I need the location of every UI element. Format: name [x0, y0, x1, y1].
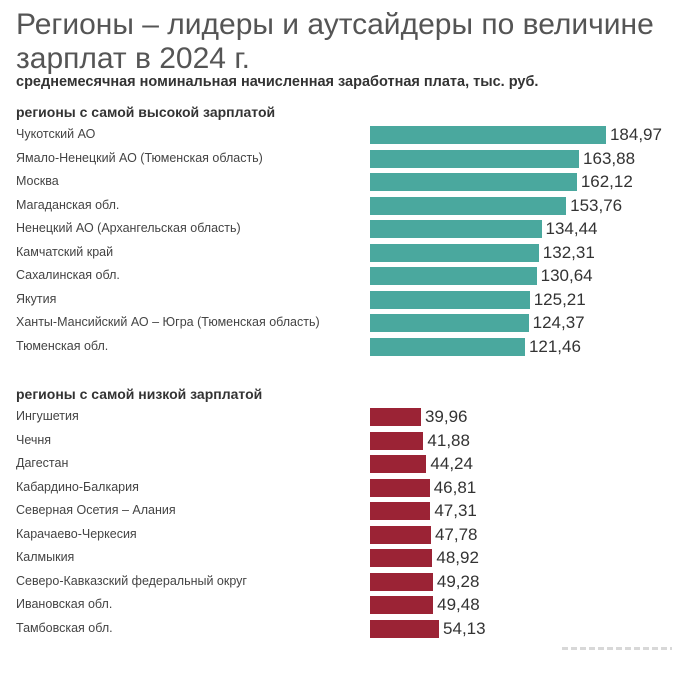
low-salary-chart: Ингушетия 39,96 Чечня 41,88 Дагестан 44,24 Каб… [0, 406, 696, 646]
low-row: Калмыкия 48,92 [0, 547, 696, 570]
low-bar [370, 408, 421, 426]
low-value-label: 41,88 [427, 430, 470, 450]
low-bar [370, 431, 424, 450]
high-row: Якутия 125,21 [0, 289, 696, 312]
high-row: Москва 162,12 [0, 171, 696, 194]
low-bar [370, 596, 434, 614]
high-region-label: Якутия [16, 291, 57, 306]
low-bar [370, 478, 430, 497]
high-region-label: Чукотский АО [16, 127, 96, 141]
high-value-label: 132,31 [542, 242, 595, 262]
low-value-label: 47,31 [434, 501, 477, 520]
low-row: Дагестан 44,24 [0, 453, 696, 476]
high-value-label: 162,12 [580, 172, 633, 191]
low-region-label: Северо-Кавказский федеральный округ [16, 573, 247, 588]
low-bar [370, 525, 431, 544]
high-value-label: 121,46 [528, 336, 581, 356]
low-value-label: 44,24 [430, 454, 473, 473]
low-bar [370, 455, 427, 473]
low-row: Чечня 41,88 [0, 430, 696, 453]
low-region-label: Карачаево-Черкесия [16, 526, 137, 541]
low-row: Карачаево-Черкесия 47,78 [0, 524, 696, 547]
high-row: Сахалинская обл. 130,64 [0, 265, 696, 288]
low-value-label: 49,28 [436, 571, 480, 591]
high-value-label: 163,88 [583, 148, 636, 168]
low-region-label: Чечня [16, 432, 52, 447]
high-row: Ханты-Мансийский АО – Югра (Тюменская об… [0, 312, 696, 335]
low-value-label: 39,96 [424, 407, 468, 426]
low-bar [370, 502, 431, 520]
low-region-label: Кабардино-Балкария [16, 479, 139, 494]
high-value-label: 184,97 [609, 125, 662, 144]
high-bar [370, 243, 539, 262]
high-region-label: Ханты-Мансийский АО – Югра (Тюменская об… [16, 315, 320, 329]
high-region-label: Сахалинская обл. [16, 268, 120, 282]
low-bar [370, 572, 433, 591]
section-title-low: регионы с самой низкой зарплатой [16, 386, 263, 402]
low-value-label: 54,13 [443, 618, 486, 638]
high-bar [370, 196, 567, 215]
low-row: Северо-Кавказский федеральный округ 49,28 [0, 571, 696, 594]
high-value-label: 124,37 [532, 313, 585, 332]
low-region-label: Дагестан [16, 456, 69, 470]
section-title-high: регионы с самой высокой зарплатой [16, 104, 276, 120]
high-value-label: 130,64 [540, 266, 593, 285]
high-value-label: 125,21 [533, 289, 586, 309]
low-bar [370, 619, 440, 638]
high-bar [370, 337, 525, 356]
low-row: Кабардино-Балкария 46,81 [0, 477, 696, 500]
low-region-label: Ивановская обл. [16, 597, 113, 611]
high-region-label: Москва [16, 174, 59, 188]
high-row: Камчатский край 132,31 [0, 242, 696, 265]
high-bar [370, 314, 529, 332]
high-region-label: Магаданская обл. [16, 197, 120, 212]
high-value-label: 134,44 [545, 219, 598, 238]
high-region-label: Камчатский край [16, 244, 114, 259]
high-bar [370, 173, 577, 191]
high-value-label: 153,76 [570, 195, 623, 215]
low-row: Северная Осетия – Алания 47,31 [0, 500, 696, 523]
high-row: Магаданская обл. 153,76 [0, 195, 696, 218]
high-bar [370, 149, 580, 168]
low-region-label: Калмыкия [16, 550, 75, 564]
high-row: Ненецкий АО (Архангельская область) 134,4… [0, 218, 696, 241]
low-bar [370, 549, 433, 567]
low-region-label: Северная Осетия – Алания [16, 503, 176, 517]
low-value-label: 49,48 [437, 595, 480, 614]
low-row: Ивановская обл. 49,48 [0, 594, 696, 617]
high-region-label: Тюменская обл. [16, 338, 109, 353]
high-row: Ямало-Ненецкий АО (Тюменская область) 163… [0, 148, 696, 171]
high-salary-chart: Чукотский АО 184,97 Ямало-Ненецкий АО (Тюм… [0, 124, 696, 364]
low-region-label: Ингушетия [16, 409, 79, 423]
chart-subtitle: среднемесячная номинальная начисленная з… [16, 74, 539, 90]
low-row: Тамбовская обл. 54,13 [0, 618, 696, 641]
high-region-label: Ненецкий АО (Архангельская область) [16, 221, 241, 235]
high-bar [370, 220, 542, 238]
low-region-label: Тамбовская обл. [16, 620, 113, 635]
high-bar [370, 267, 537, 285]
low-value-label: 46,81 [433, 477, 477, 497]
footer-watermark [562, 647, 672, 650]
high-row: Чукотский АО 184,97 [0, 124, 696, 147]
low-value-label: 48,92 [436, 548, 479, 567]
high-row: Тюменская обл. 121,46 [0, 336, 696, 359]
high-region-label: Ямало-Ненецкий АО (Тюменская область) [16, 150, 263, 165]
high-bar [370, 290, 530, 309]
low-value-label: 47,78 [434, 524, 478, 544]
high-bar [370, 126, 606, 144]
chart-title: Регионы – лидеры и аутсайдеры по величин… [16, 8, 654, 75]
low-row: Ингушетия 39,96 [0, 406, 696, 429]
